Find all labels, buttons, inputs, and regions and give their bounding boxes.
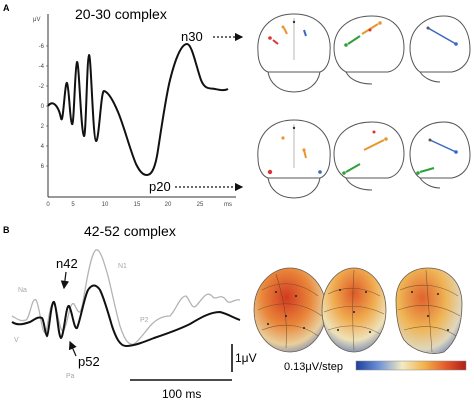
y-tick-label: -2	[39, 84, 45, 90]
y-tick-labels: -6 -4 -2 0 2 4 6	[39, 44, 48, 170]
gray-peak-label: Pa	[66, 373, 75, 380]
panel-b-gray-labels: Na N1 Pa P2 V	[14, 263, 149, 380]
x-tick-label: 20	[165, 202, 172, 208]
head-map-rear-top	[409, 15, 471, 83]
x-tick-label: 15	[134, 202, 141, 208]
panel-b-title: 42-52 complex	[84, 223, 176, 239]
head-map-side-top	[333, 15, 405, 85]
x-tick-label: 5	[71, 202, 75, 208]
scalp-map-middle	[321, 267, 387, 353]
head-map-rear-bottom	[409, 121, 471, 189]
y-tick-label: 0	[41, 104, 45, 110]
scalp-map-right	[395, 267, 463, 354]
gray-peak-label: N1	[118, 263, 127, 270]
head-map-front-top	[257, 13, 331, 93]
y-unit-label: μV	[33, 17, 40, 23]
peak-label-n42: n42	[56, 256, 78, 271]
y-tick-label: -6	[39, 44, 45, 50]
y-tick-label: -4	[39, 64, 45, 70]
arrow-p52	[68, 340, 77, 357]
x-tick-label: 10	[102, 202, 109, 208]
gray-peak-label: Na	[18, 287, 27, 294]
x-tick-label: 0	[46, 202, 50, 208]
arrow-n42	[60, 271, 70, 290]
panel-b-label: B	[3, 225, 10, 235]
head-map-side-bottom	[333, 121, 405, 191]
panel-a-trace	[47, 42, 229, 177]
gray-peak-label: P2	[140, 317, 149, 324]
x-tick-labels: 0 5 10 15 20 25	[46, 202, 204, 208]
scale-voltage-label: 1μV	[235, 351, 257, 365]
panel-a-title: 20-30 complex	[75, 6, 167, 22]
gray-peak-label: V	[14, 337, 19, 344]
x-tick-label: 25	[197, 202, 204, 208]
scalp-map-left	[253, 267, 327, 353]
peak-label-p52: p52	[78, 354, 100, 369]
scale-bar-voltage: 1μV	[231, 344, 257, 372]
x-unit-label: ms	[224, 202, 232, 208]
colorbar-label: 0.13μV/step	[284, 361, 343, 373]
y-tick-label: 2	[41, 124, 45, 130]
peak-label-n30: n30	[181, 29, 203, 44]
scale-time-label: 100 ms	[162, 387, 201, 401]
panel-a-label: A	[3, 3, 10, 13]
peak-label-p20: p20	[149, 179, 171, 194]
colorbar	[355, 360, 467, 371]
head-map-front-bottom	[257, 119, 331, 199]
y-tick-label: 4	[41, 144, 45, 150]
scale-bar-time: 100 ms	[130, 379, 232, 401]
panel-b-trace-black	[11, 284, 241, 348]
y-tick-label: 6	[41, 164, 45, 170]
